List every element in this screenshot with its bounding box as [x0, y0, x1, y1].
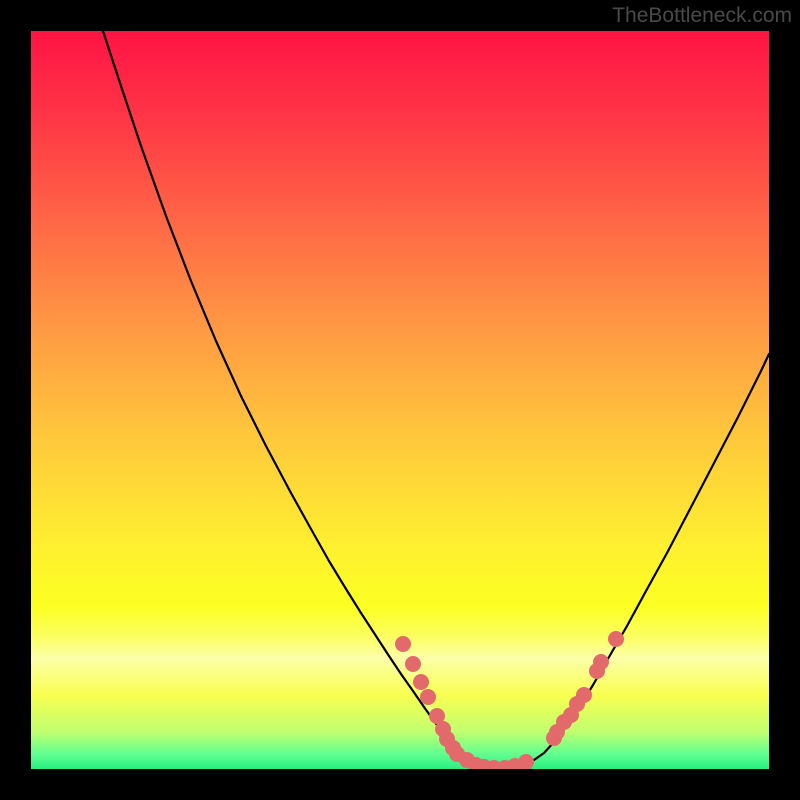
data-marker: [405, 656, 421, 672]
data-marker: [420, 689, 436, 705]
data-marker: [593, 654, 609, 670]
data-marker: [413, 674, 429, 690]
plot-svg: [31, 31, 769, 769]
data-marker: [608, 631, 624, 647]
watermark-text: TheBottleneck.com: [612, 4, 792, 28]
data-marker: [518, 754, 534, 769]
bottleneck-curve: [103, 31, 769, 769]
data-marker: [395, 636, 411, 652]
data-marker: [576, 687, 592, 703]
plot-area: [31, 31, 769, 769]
